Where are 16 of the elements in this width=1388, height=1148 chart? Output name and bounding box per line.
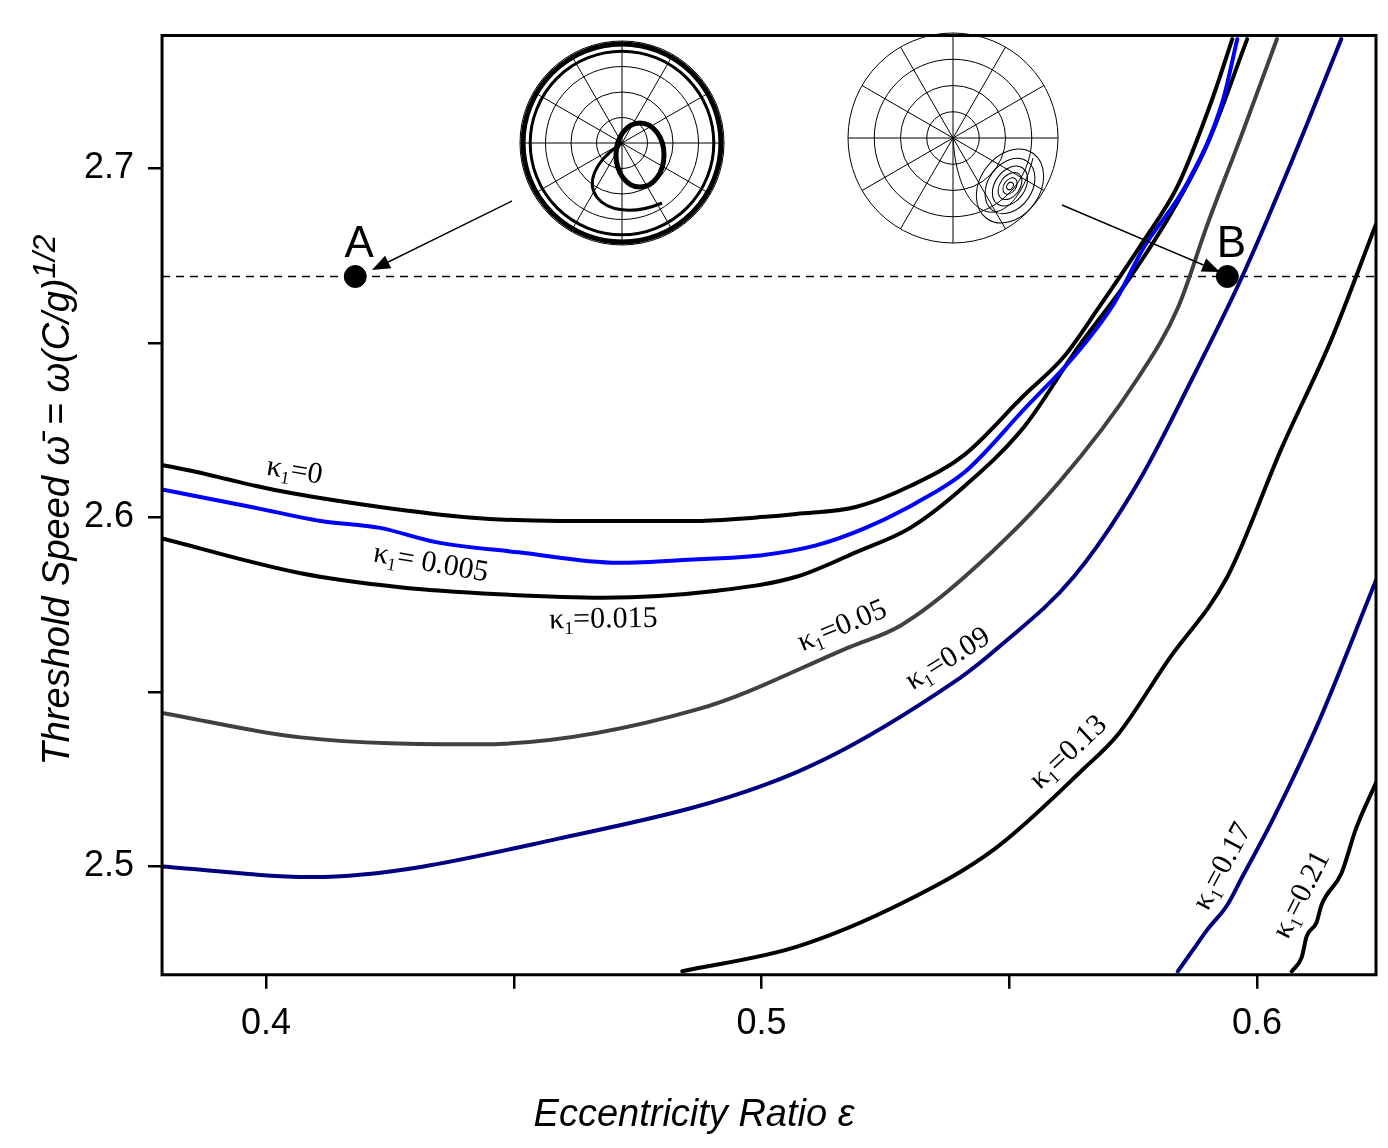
x-tick-label: 0.6 xyxy=(1232,1001,1283,1043)
text: κ1=0.09 xyxy=(898,618,996,696)
x-tick-label: 0.4 xyxy=(241,1001,292,1043)
y-tick-label: 2.7 xyxy=(84,145,135,187)
line-series xyxy=(1175,578,1376,974)
y-tick-label: 2.6 xyxy=(84,494,135,536)
text: κ1=0.17 xyxy=(1183,816,1258,915)
text: κ1=0.05 xyxy=(791,590,891,657)
y-tick-label: 2.5 xyxy=(84,843,135,885)
text: κ1=0.21 xyxy=(1263,844,1336,944)
text: κ1=0 xyxy=(264,447,326,490)
annotation: A xyxy=(344,216,375,266)
annotation: B xyxy=(1216,216,1247,266)
x-tick-label: 0.5 xyxy=(736,1001,787,1043)
x-axis-title: Eccentricity Ratio ε xyxy=(532,1092,856,1135)
text: κ1= 0.005 xyxy=(371,534,492,588)
